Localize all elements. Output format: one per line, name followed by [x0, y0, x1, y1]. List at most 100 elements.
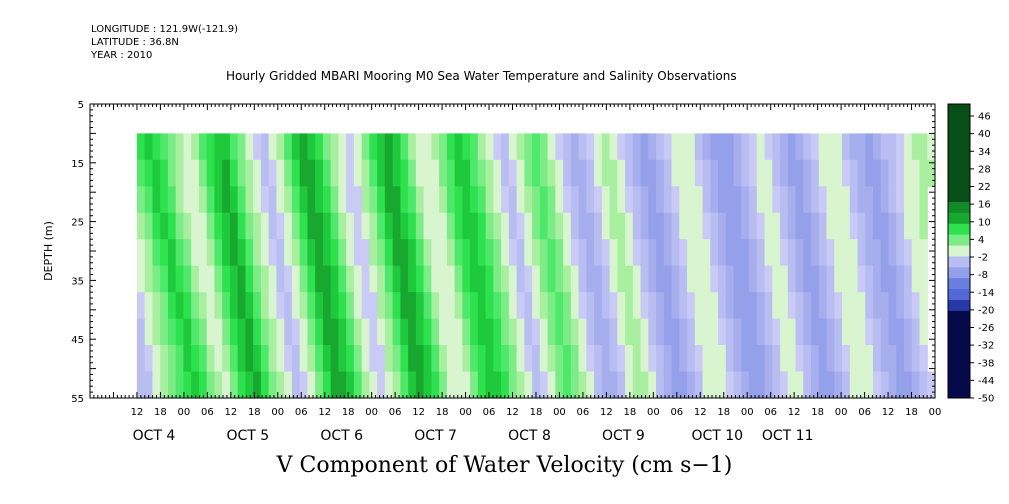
heatmap-cell — [570, 318, 580, 346]
heatmap-cell — [330, 186, 339, 214]
heatmap-cell — [904, 265, 913, 293]
heatmap-cell — [222, 318, 231, 346]
heatmap-cell — [780, 133, 789, 161]
heatmap-cell — [888, 371, 897, 399]
x-tick-label: 18 — [436, 407, 449, 418]
heatmap-cell — [315, 212, 324, 240]
heatmap-cell — [764, 265, 773, 293]
heatmap-cell — [648, 292, 657, 320]
heatmap-cell — [632, 212, 642, 240]
heatmap-cell — [206, 292, 216, 320]
heatmap-cell — [237, 265, 247, 293]
heatmap-cell — [206, 345, 216, 373]
heatmap-cell — [346, 239, 355, 267]
heatmap-cell — [144, 318, 154, 346]
heatmap-cell — [462, 371, 471, 399]
heatmap-cell — [710, 186, 719, 214]
heatmap-cell — [384, 159, 394, 187]
heatmap-cell — [896, 292, 905, 320]
heatmap-cell — [454, 159, 463, 187]
heatmap-cell — [322, 265, 332, 293]
heatmap-cell — [857, 133, 866, 161]
heatmap-cell — [284, 186, 293, 214]
heatmap-cell — [493, 159, 502, 187]
heatmap-cell — [911, 239, 921, 267]
heatmap-cell — [346, 159, 355, 187]
heatmap-cell — [268, 265, 278, 293]
heatmap-cell — [167, 265, 177, 293]
heatmap-cell — [322, 239, 332, 267]
heatmap-cell — [702, 292, 711, 320]
heatmap-cell — [656, 318, 665, 346]
heatmap-cell — [586, 133, 595, 161]
colorbar-label: -38 — [978, 358, 994, 369]
heatmap-cell — [369, 159, 378, 187]
heatmap-cell — [485, 159, 494, 187]
heatmap-cell — [152, 371, 161, 399]
heatmap-cell — [477, 345, 487, 373]
heatmap-cell — [648, 265, 657, 293]
heatmap-cell — [485, 345, 494, 373]
heatmap-cell — [470, 265, 479, 293]
x-tick-label: 12 — [882, 407, 895, 418]
x-axis: 12 18 00 06 12 18 00 06 12 18 00 06 12 18 00 06 12 18 00 06… — [89, 104, 941, 444]
colorbar-label: 46 — [978, 112, 991, 123]
heatmap-cell — [772, 318, 781, 346]
heatmap-cell — [694, 265, 704, 293]
heatmap-cell — [911, 318, 921, 346]
heatmap-cell — [229, 292, 239, 320]
heatmap-cell — [547, 318, 556, 346]
heatmap-cell — [377, 292, 386, 320]
heatmap-cell — [307, 292, 316, 320]
heatmap-cell — [454, 318, 463, 346]
heatmap-cell — [501, 292, 510, 320]
heatmap-cell — [849, 318, 859, 346]
x-tick-label: 12 — [224, 407, 237, 418]
heatmap-cell — [849, 239, 859, 267]
heatmap-cell — [919, 159, 928, 187]
heatmap-cell — [609, 318, 618, 346]
heatmap-cell — [795, 292, 804, 320]
heatmap-cell — [570, 239, 580, 267]
heatmap-cell — [206, 212, 216, 240]
heatmap-cell — [663, 133, 673, 161]
heatmap-cell — [346, 265, 355, 293]
heatmap-cell — [834, 133, 843, 161]
heatmap-cell — [756, 292, 766, 320]
heatmap-cell — [423, 371, 432, 399]
heatmap-cell — [183, 318, 192, 346]
heatmap-cell — [160, 345, 169, 373]
heatmap-cell — [617, 212, 626, 240]
colorbar-label: 28 — [978, 164, 991, 175]
heatmap-cell — [276, 345, 285, 373]
heatmap-cell — [361, 371, 370, 399]
heatmap-cell — [718, 292, 727, 320]
heatmap-cell — [547, 265, 556, 293]
heatmap-cell — [625, 292, 634, 320]
heatmap-cell — [725, 345, 735, 373]
heatmap-cell — [764, 318, 773, 346]
heatmap-cell — [749, 239, 758, 267]
heatmap-cell — [144, 186, 154, 214]
heatmap-cell — [307, 239, 316, 267]
heatmap-cell — [260, 265, 270, 293]
heatmap-cell — [206, 265, 216, 293]
heatmap-cell — [245, 239, 254, 267]
heatmap-cell — [570, 159, 580, 187]
heatmap-cell — [896, 186, 905, 214]
heatmap-cell — [237, 133, 247, 161]
heatmap-cell — [322, 212, 332, 240]
x-tick-label: 06 — [201, 407, 214, 418]
heatmap-cell — [842, 239, 851, 267]
heatmap-cell — [439, 345, 448, 373]
heatmap-cell — [656, 345, 665, 373]
heatmap-cell — [470, 212, 479, 240]
heatmap-cell — [803, 186, 812, 214]
heatmap-cell — [679, 292, 688, 320]
heatmap-cell — [772, 345, 781, 373]
heatmap-cell — [764, 212, 773, 240]
heatmap-cell — [415, 212, 425, 240]
heatmap-cell — [648, 186, 657, 214]
heatmap-cell — [446, 212, 456, 240]
heatmap-cell — [679, 371, 688, 399]
